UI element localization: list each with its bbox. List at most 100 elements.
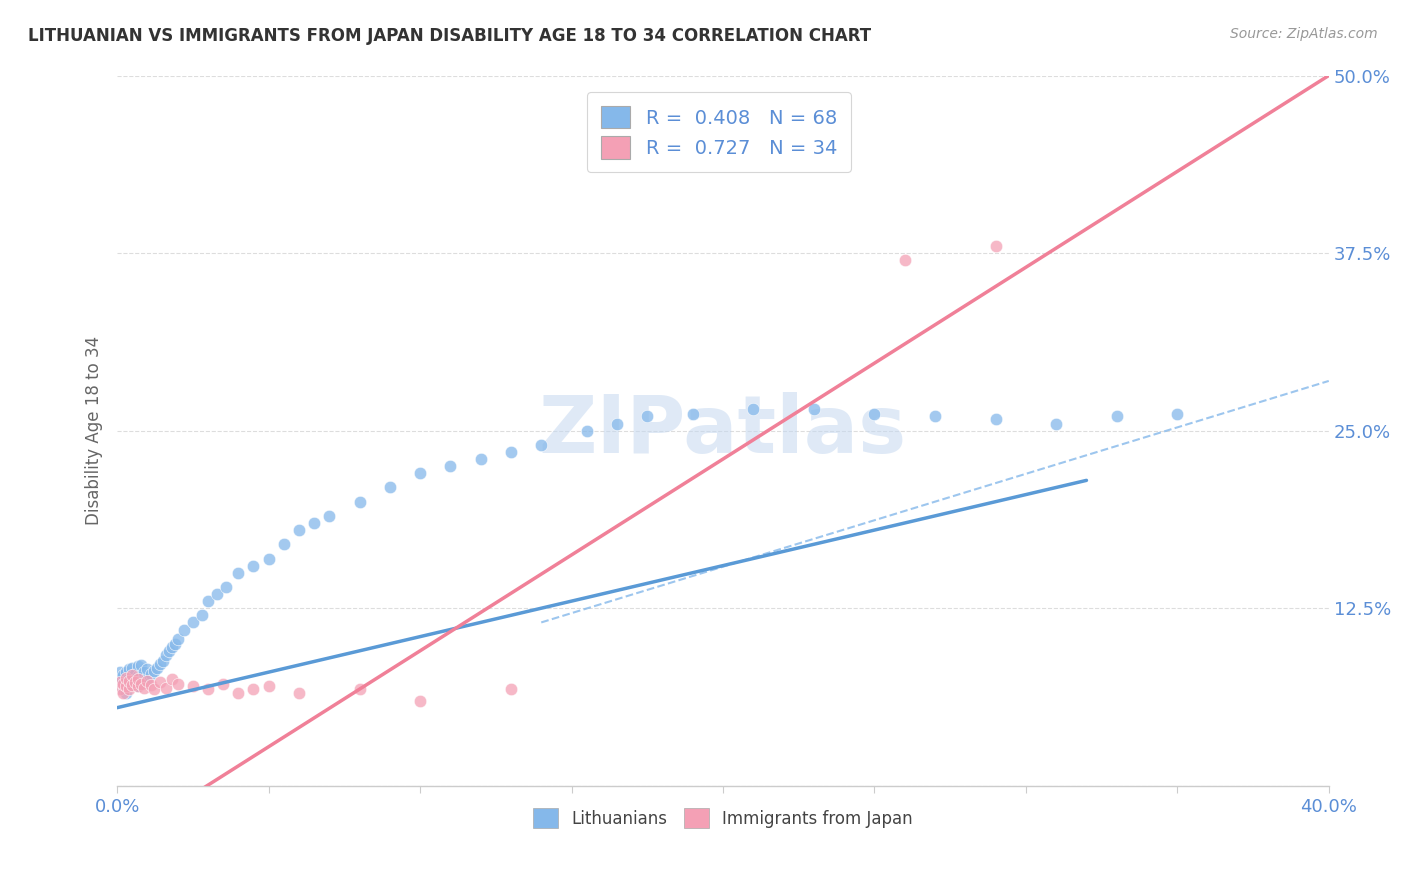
Point xyxy=(115,679,138,693)
Point xyxy=(127,659,149,673)
Point xyxy=(173,623,195,637)
Point xyxy=(470,452,492,467)
Point xyxy=(112,682,135,697)
Point xyxy=(118,679,141,693)
Point xyxy=(118,673,141,688)
Point xyxy=(242,558,264,573)
Point xyxy=(112,676,135,690)
Point xyxy=(984,239,1007,253)
Point xyxy=(142,682,165,697)
Point xyxy=(530,438,553,452)
Point xyxy=(1105,409,1128,424)
Point xyxy=(181,679,204,693)
Point xyxy=(121,668,143,682)
Point xyxy=(127,679,149,693)
Point xyxy=(127,672,149,686)
Point xyxy=(121,661,143,675)
Point xyxy=(136,671,159,685)
Point xyxy=(115,665,138,680)
Point xyxy=(115,673,138,688)
Point xyxy=(124,675,146,690)
Point xyxy=(110,675,132,690)
Point xyxy=(439,459,461,474)
Point xyxy=(242,682,264,697)
Point xyxy=(139,666,162,681)
Point xyxy=(575,424,598,438)
Text: LITHUANIAN VS IMMIGRANTS FROM JAPAN DISABILITY AGE 18 TO 34 CORRELATION CHART: LITHUANIAN VS IMMIGRANTS FROM JAPAN DISA… xyxy=(28,27,872,45)
Point xyxy=(205,587,228,601)
Point xyxy=(121,672,143,686)
Point xyxy=(606,417,628,431)
Point xyxy=(288,686,311,700)
Point xyxy=(118,671,141,685)
Point xyxy=(155,681,177,695)
Point xyxy=(121,678,143,692)
Point xyxy=(131,668,153,682)
Point xyxy=(131,676,153,690)
Point xyxy=(115,671,138,685)
Point xyxy=(134,665,156,680)
Point xyxy=(134,673,156,688)
Point xyxy=(378,480,401,494)
Point xyxy=(288,523,311,537)
Point xyxy=(257,679,280,693)
Text: ZIPatlas: ZIPatlas xyxy=(538,392,907,470)
Point xyxy=(145,661,167,675)
Point xyxy=(112,668,135,682)
Point xyxy=(112,686,135,700)
Y-axis label: Disability Age 18 to 34: Disability Age 18 to 34 xyxy=(86,336,103,525)
Point xyxy=(1045,417,1067,431)
Point xyxy=(115,686,138,700)
Point xyxy=(124,666,146,681)
Point xyxy=(499,445,522,459)
Point xyxy=(160,640,183,654)
Point xyxy=(302,516,325,530)
Point xyxy=(118,662,141,676)
Point xyxy=(228,686,250,700)
Point xyxy=(127,669,149,683)
Point xyxy=(636,409,658,424)
Point xyxy=(742,402,765,417)
Point xyxy=(984,412,1007,426)
Point xyxy=(163,637,186,651)
Point xyxy=(152,654,174,668)
Point xyxy=(181,615,204,630)
Point xyxy=(349,682,371,697)
Legend: Lithuanians, Immigrants from Japan: Lithuanians, Immigrants from Japan xyxy=(526,802,920,834)
Point xyxy=(131,658,153,673)
Point xyxy=(228,566,250,580)
Point xyxy=(257,551,280,566)
Point xyxy=(166,676,188,690)
Point xyxy=(149,675,172,690)
Point xyxy=(197,594,219,608)
Point xyxy=(197,682,219,697)
Text: Source: ZipAtlas.com: Source: ZipAtlas.com xyxy=(1230,27,1378,41)
Point xyxy=(110,665,132,680)
Point xyxy=(112,676,135,690)
Point xyxy=(318,508,340,523)
Point xyxy=(121,678,143,692)
Point xyxy=(124,675,146,690)
Point xyxy=(157,644,180,658)
Point xyxy=(893,253,915,268)
Point xyxy=(118,682,141,697)
Point xyxy=(131,676,153,690)
Point xyxy=(273,537,295,551)
Point xyxy=(110,682,132,697)
Point xyxy=(499,682,522,697)
Point xyxy=(212,676,235,690)
Point xyxy=(134,681,156,695)
Point xyxy=(149,657,172,671)
Point xyxy=(136,662,159,676)
Point xyxy=(136,673,159,688)
Point xyxy=(110,672,132,686)
Point xyxy=(409,693,432,707)
Point xyxy=(803,402,825,417)
Point xyxy=(682,407,704,421)
Point xyxy=(349,494,371,508)
Point xyxy=(215,580,238,594)
Point xyxy=(166,632,188,647)
Point xyxy=(160,672,183,686)
Point xyxy=(1166,407,1188,421)
Point xyxy=(142,664,165,678)
